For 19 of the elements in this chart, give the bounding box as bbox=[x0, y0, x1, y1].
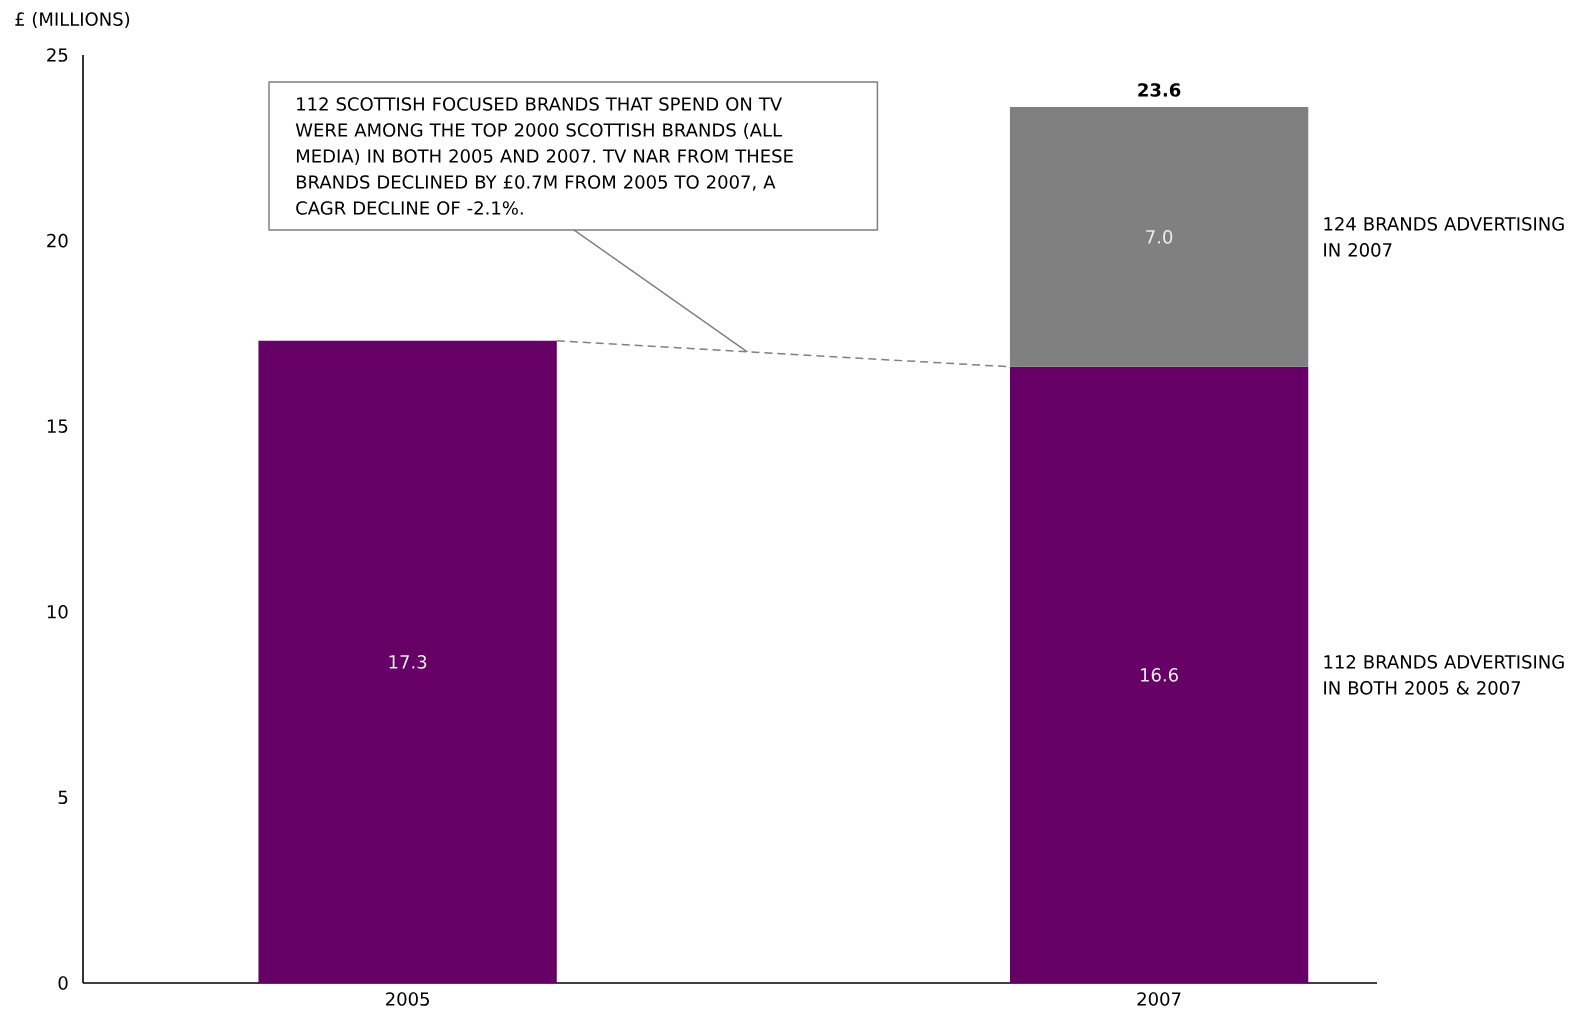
data-label: 7.0 bbox=[1146, 230, 1173, 244]
bar bbox=[1009, 366, 1309, 983]
data-label: 17.3 bbox=[389, 655, 427, 669]
series-label: 124 BRANDS ADVERTISING IN 2007 bbox=[1324, 217, 1564, 257]
x-tick-label: 2007 bbox=[1137, 992, 1181, 1006]
y-tick-label: 10 bbox=[47, 604, 68, 619]
y-tick-label: 25 bbox=[47, 48, 68, 62]
bar bbox=[258, 340, 557, 983]
y-tick-label: 5 bbox=[58, 790, 68, 805]
y-axis-title: £ (MILLIONS) bbox=[15, 11, 130, 29]
total-label: 23.6 bbox=[1138, 83, 1181, 97]
x-tick-label: 2005 bbox=[386, 992, 429, 1006]
y-tick-label: 15 bbox=[47, 419, 68, 433]
y-tick-label: 0 bbox=[58, 976, 68, 990]
data-label: 16.6 bbox=[1141, 668, 1178, 682]
y-tick-label: 20 bbox=[47, 233, 68, 248]
series-label: 112 BRANDS ADVERTISING IN BOTH 2005 & 2007 bbox=[1324, 655, 1564, 695]
annotation: 112 SCOTTISH FOCUSED BRANDS THAT SPEND ON TV WERE AMONG THE TOP 2000 SCOTTISH BRANDS (ALL MEDIA) IN BOTH 2005 AND 2007. TV NAR FROM THESE BRANDS DECLINED BY £0.7M FROM 2005 TO 2007, A CAGR DECLINE OF -2.1%. bbox=[295, 97, 793, 215]
bar bbox=[1009, 106, 1309, 367]
